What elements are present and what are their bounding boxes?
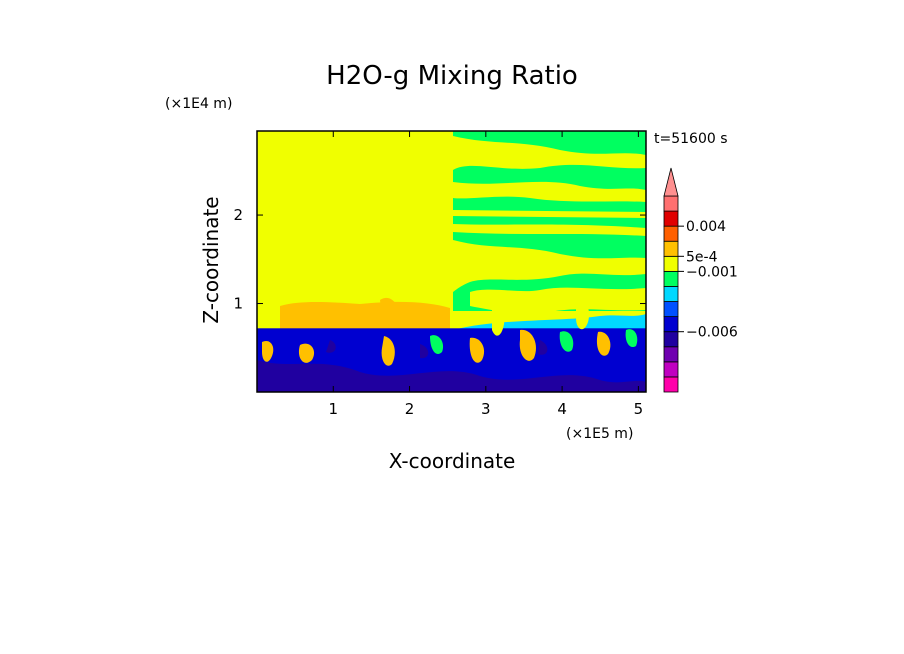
orange-plume xyxy=(262,340,274,362)
y-scale-label: (×1E4 m) xyxy=(165,96,232,112)
upper-right-yellow-band xyxy=(453,210,646,218)
x-tick-label: 4 xyxy=(557,400,567,418)
colorbar-level xyxy=(663,195,679,212)
colorbar-level xyxy=(663,376,679,393)
orange-plume xyxy=(469,337,485,363)
upper-right-yellow-band xyxy=(470,287,646,314)
green-plume xyxy=(559,331,574,352)
dark-blue-eddies xyxy=(257,360,646,392)
x-tick-label: 1 xyxy=(329,400,339,418)
colorbar-level xyxy=(663,316,679,333)
colorbar-tick-label: −0.006 xyxy=(686,325,738,341)
x-scale-label: (×1E5 m) xyxy=(566,426,633,442)
colorbar: 0.004 5e-4−0.001 −0.006 xyxy=(663,167,738,393)
colorbar-extend-arrow xyxy=(663,167,679,197)
orange-plume xyxy=(519,329,537,361)
colorbar-level xyxy=(663,240,679,257)
y-axis-label: Z-coordinate xyxy=(199,196,223,323)
colorbar-level xyxy=(663,331,679,348)
colorbar-tick-label: 0.004 xyxy=(686,219,726,235)
colorbar-level xyxy=(663,270,679,287)
contour-plot-area xyxy=(257,131,646,392)
chart-title: H2O-g Mixing Ratio xyxy=(326,61,578,91)
orange-plume xyxy=(596,331,611,356)
orange-plume xyxy=(381,336,395,366)
y-tick-label: 2 xyxy=(233,206,243,224)
colorbar-level xyxy=(663,301,679,318)
colorbar-level xyxy=(663,225,679,242)
x-tick-label: 2 xyxy=(405,400,415,418)
yellow-plume xyxy=(576,300,590,330)
yellow-plume xyxy=(492,304,505,336)
colorbar-level xyxy=(663,286,679,302)
colorbar-level xyxy=(663,346,679,363)
y-axis-ticks: 12 xyxy=(233,206,646,313)
green-plume xyxy=(430,335,444,355)
colorbar-tick-label: 5e-4 xyxy=(686,249,718,265)
plot-frame xyxy=(256,130,647,393)
x-axis-label: X-coordinate xyxy=(389,449,516,473)
x-axis-ticks: 1 2 3 4 5 xyxy=(329,131,644,418)
green-plume xyxy=(625,329,638,348)
orange-plume xyxy=(280,301,450,335)
colorbar-level xyxy=(663,255,679,272)
orange-plume xyxy=(298,343,315,363)
colorbar-level xyxy=(663,361,679,378)
upper-right-yellow-band xyxy=(453,224,646,236)
colorbar-level xyxy=(663,210,679,227)
upper-right-yellow-band xyxy=(453,181,646,202)
time-label: t=51600 s xyxy=(654,131,728,147)
orange-plume xyxy=(380,297,396,335)
upper-right-yellow-band xyxy=(453,240,646,292)
upper-right-yellow-band xyxy=(453,136,646,170)
colorbar-tick-label: −0.001 xyxy=(686,264,738,280)
x-tick-label: 5 xyxy=(634,400,644,418)
x-tick-label: 3 xyxy=(481,400,491,418)
y-tick-label: 1 xyxy=(233,295,243,313)
